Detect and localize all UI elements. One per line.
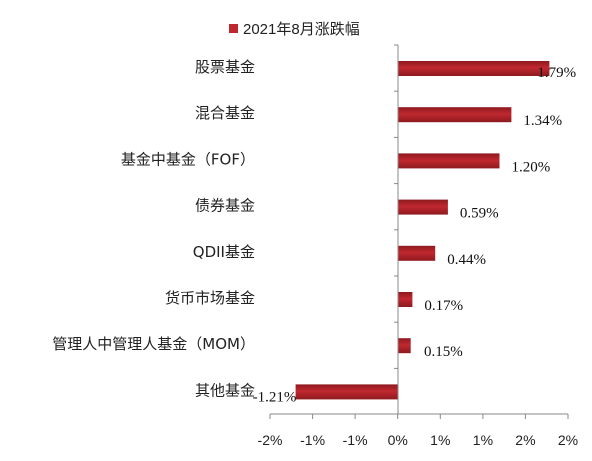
x-tick-label: 2%	[515, 432, 535, 448]
x-tick-label: 1%	[473, 432, 493, 448]
bar	[398, 61, 550, 76]
category-label: 基金中基金（FOF）	[121, 150, 255, 168]
x-tick-label: -1%	[343, 432, 368, 448]
value-label: 0.15%	[424, 344, 463, 360]
legend-swatch	[229, 24, 238, 33]
value-label: 0.59%	[460, 206, 499, 222]
x-tick-label: 1%	[430, 432, 450, 448]
x-tick-label: 2%	[558, 432, 578, 448]
value-label: 1.34%	[523, 113, 562, 129]
value-label: 0.44%	[447, 252, 486, 268]
bars-group	[295, 61, 550, 400]
category-label: 股票基金	[195, 58, 255, 76]
category-label: 混合基金	[195, 104, 255, 122]
value-labels: 1.79% 1.34% 1.20% 0.59% 0.44% 0.17% 0.15% -1.21…	[253, 65, 577, 405]
bar	[398, 245, 436, 261]
x-tick-label: -2%	[258, 432, 283, 448]
value-label: 1.79%	[537, 65, 576, 81]
legend: 2021年8月涨跌幅	[229, 21, 360, 38]
axes	[269, 44, 569, 419]
value-label: -1.21%	[253, 389, 297, 405]
bar	[398, 338, 411, 354]
bar	[398, 292, 413, 307]
x-tick-label: 0%	[388, 432, 408, 448]
bar	[398, 199, 448, 215]
category-label: 管理人中管理人基金（MOM）	[52, 335, 255, 353]
x-tick-label: -1%	[300, 432, 325, 448]
legend-label: 2021年8月涨跌幅	[243, 21, 360, 38]
bar	[398, 107, 512, 123]
x-tick-labels: -2% -1% -1% 0% 1% 1% 2% 2%	[258, 432, 579, 448]
category-label: 其他基金	[195, 381, 255, 399]
value-label: 1.20%	[512, 159, 551, 175]
bar	[295, 384, 398, 400]
bar	[398, 153, 500, 169]
category-label: 货币市场基金	[165, 289, 255, 307]
value-label: 0.17%	[424, 298, 463, 314]
category-label: QDII基金	[193, 243, 255, 261]
category-label: 债券基金	[195, 197, 255, 215]
